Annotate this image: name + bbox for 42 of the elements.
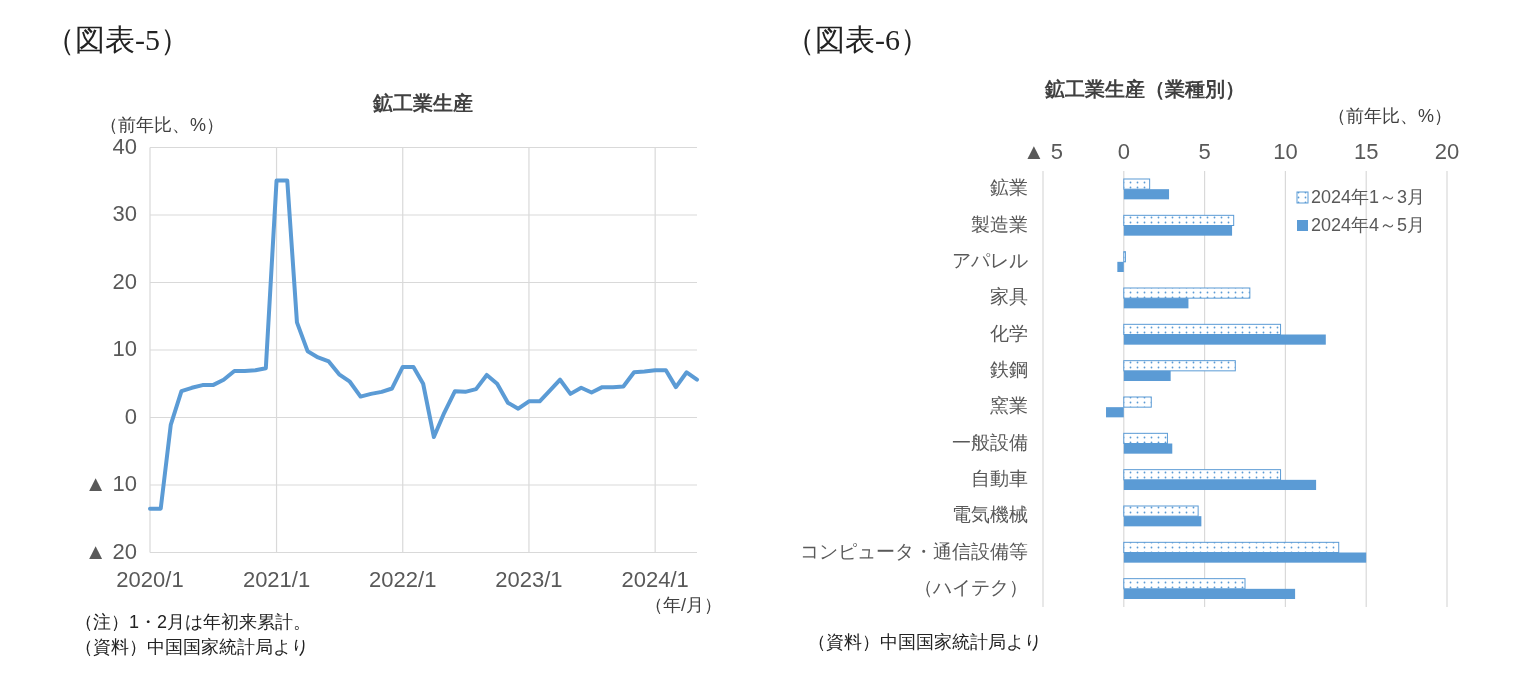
xtick: 2024/1 (621, 566, 689, 592)
xtick: 2020/1 (116, 566, 184, 592)
category: コンピュータ・通信設備等 (800, 540, 1028, 562)
xtick: ▲ 5 (1022, 139, 1064, 164)
title: （図表-6） (785, 23, 930, 56)
ytick: 10 (112, 335, 137, 361)
subtitle: 鉱工業生産 (373, 92, 473, 114)
category: （ハイテク） (914, 576, 1028, 598)
xtick: 2021/1 (242, 566, 311, 592)
category: 化学 (990, 322, 1028, 344)
ytick: ▲ 10 (84, 470, 137, 496)
category: 一般設備 (952, 431, 1028, 453)
annotation: （注）1・2月は年初来累計。 (75, 612, 312, 632)
annotation: （資料）中国国家統計局より (75, 637, 309, 657)
category: 電気機械 (952, 504, 1028, 526)
category: 製造業 (971, 213, 1028, 235)
category: 自動車 (971, 467, 1028, 489)
xtick: 2022/1 (369, 566, 437, 592)
category: 家具 (990, 286, 1028, 308)
xtick: 15 (1353, 139, 1379, 164)
category: 窯業 (990, 395, 1028, 417)
title: （図表-5） (45, 23, 190, 56)
xtick: 10 (1273, 139, 1298, 164)
ytick: 20 (112, 268, 137, 294)
xtick: 5 (1198, 139, 1211, 164)
category: 鉱業 (990, 177, 1028, 199)
category: 鉄鋼 (990, 358, 1028, 380)
xtick: 20 (1434, 139, 1460, 164)
ytick: 30 (112, 200, 137, 226)
xlabel: （年/月） (645, 595, 722, 615)
xtick: 2023/1 (495, 566, 563, 592)
xlabel: （前年比、%） (1328, 106, 1452, 126)
subtitle: 鉱工業生産（業種別） (1045, 78, 1245, 100)
annotation: （資料）中国国家統計局より (808, 632, 1042, 652)
legend-label: 2024年4～5月 (1311, 214, 1426, 235)
legend-label: 2024年1～3月 (1311, 186, 1426, 207)
ytick: 0 (124, 403, 137, 429)
category: アパレル (952, 249, 1028, 271)
xtick: 0 (1117, 139, 1130, 164)
ylabel: （前年比、%） (100, 115, 224, 135)
ytick: ▲ 20 (84, 538, 137, 564)
ytick: 40 (112, 133, 137, 159)
